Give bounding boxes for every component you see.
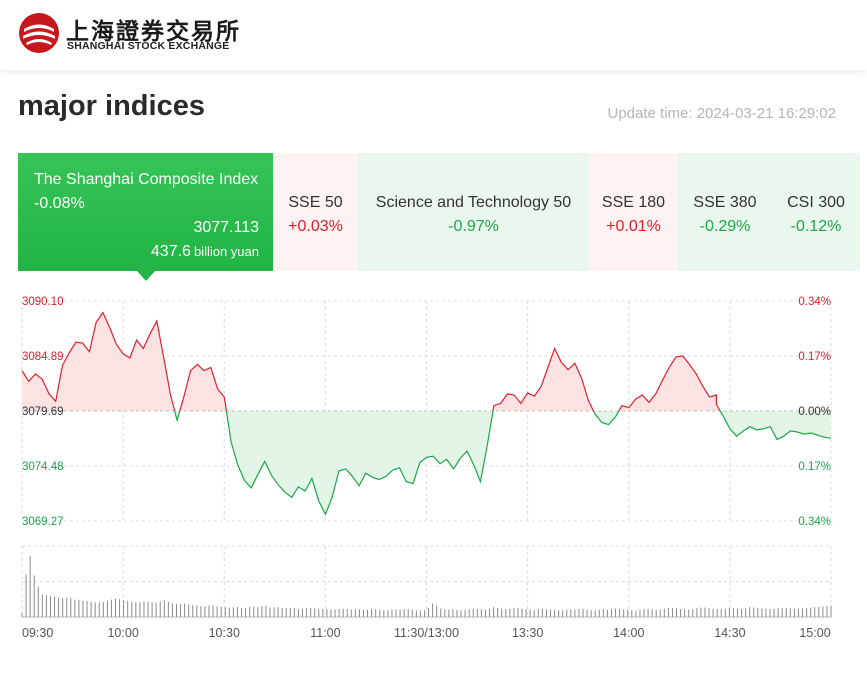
right-axis-ticks: 0.34% 0.17% 0.00% 0.17% 0.34% — [798, 296, 831, 528]
right-tick-label: 0.17% — [798, 351, 831, 363]
tab-star-50[interactable]: Science and Technology 50 -0.97% — [358, 153, 589, 271]
time-tick-label: 10:00 — [107, 626, 138, 640]
price-line-up-segment — [21, 311, 721, 411]
chart-area-above-baseline — [22, 312, 831, 411]
logo-english-text: SHANGHAI STOCK EXCHANGE — [67, 40, 230, 52]
tab-change-percent: -0.97% — [448, 218, 499, 235]
tab-shanghai-composite[interactable]: The Shanghai Composite Index -0.08% 3077… — [18, 153, 273, 271]
tab-price: 3077.113 — [193, 219, 259, 236]
left-tick-label: 3090.10 — [22, 296, 64, 308]
turnover-value: 437.6 — [150, 243, 191, 260]
chart-area-below-baseline — [174, 410, 831, 515]
update-time: Update time: 2024-03-21 16:29:02 — [607, 105, 837, 122]
tab-name: Science and Technology 50 — [375, 194, 572, 211]
intraday-chart[interactable]: 3090.10 3084.89 3079.69 3074.48 3069.27 0.34… — [0, 280, 867, 650]
time-tick-label: 10:30 — [209, 626, 240, 640]
tab-change-percent: -0.08% — [34, 195, 85, 212]
time-axis-ticks: 09:30 10:00 10:30 11:00 11:30/13:00 13:30 14:0… — [22, 626, 831, 640]
time-tick-label: 11:00 — [310, 626, 340, 640]
time-tick-label: 15:00 — [799, 626, 830, 640]
tab-name: CSI 300 — [787, 194, 845, 211]
turnover-unit: billion yuan — [193, 244, 259, 259]
volume-bars — [21, 556, 832, 617]
tab-change-percent: +0.03% — [288, 218, 343, 235]
active-tab-indicator — [137, 271, 155, 281]
price-line — [21, 311, 832, 516]
tab-name: The Shanghai Composite Index — [34, 171, 259, 188]
left-tick-label: 3069.27 — [22, 516, 64, 528]
left-axis-ticks: 3090.10 3084.89 3079.69 3074.48 3069.27 — [22, 296, 64, 528]
tab-turnover: 437.6 billion yuan — [151, 243, 259, 261]
time-tick-label: 13:30 — [512, 626, 543, 640]
tab-name: SSE 50 — [288, 194, 343, 211]
logo-chinese-text: 上海證券交易所 — [66, 18, 241, 45]
sse-logo-icon[interactable] — [18, 12, 60, 54]
right-tick-label: 0.34% — [798, 516, 831, 528]
tab-sse-380[interactable]: SSE 380 -0.29% — [678, 153, 772, 271]
right-tick-label: 0.17% — [798, 461, 831, 473]
price-line-down-segment — [174, 410, 832, 516]
time-tick-label: 14:00 — [613, 626, 644, 640]
tab-name: SSE 180 — [601, 194, 666, 211]
tab-sse-180[interactable]: SSE 180 +0.01% — [589, 153, 678, 271]
left-tick-label: 3079.69 — [22, 406, 64, 418]
tab-change-percent: -0.29% — [699, 218, 751, 235]
tab-name: SSE 380 — [693, 194, 757, 211]
tab-change-percent: -0.12% — [790, 218, 842, 235]
page-title: major indices — [18, 90, 205, 122]
site-header: 上海證券交易所 SHANGHAI STOCK EXCHANGE — [0, 0, 867, 70]
left-tick-label: 3074.48 — [22, 461, 64, 473]
left-tick-label: 3084.89 — [22, 351, 64, 363]
time-tick-label: 09:30 — [22, 626, 53, 640]
tab-change-percent: +0.01% — [606, 218, 661, 235]
right-tick-label: 0.00% — [798, 406, 831, 418]
tab-sse-50[interactable]: SSE 50 +0.03% — [273, 153, 358, 271]
right-tick-label: 0.34% — [798, 296, 831, 308]
time-tick-label: 14:30 — [714, 626, 745, 640]
time-tick-label: 11:30/13:00 — [394, 626, 459, 640]
tab-csi-300[interactable]: CSI 300 -0.12% — [772, 153, 860, 271]
